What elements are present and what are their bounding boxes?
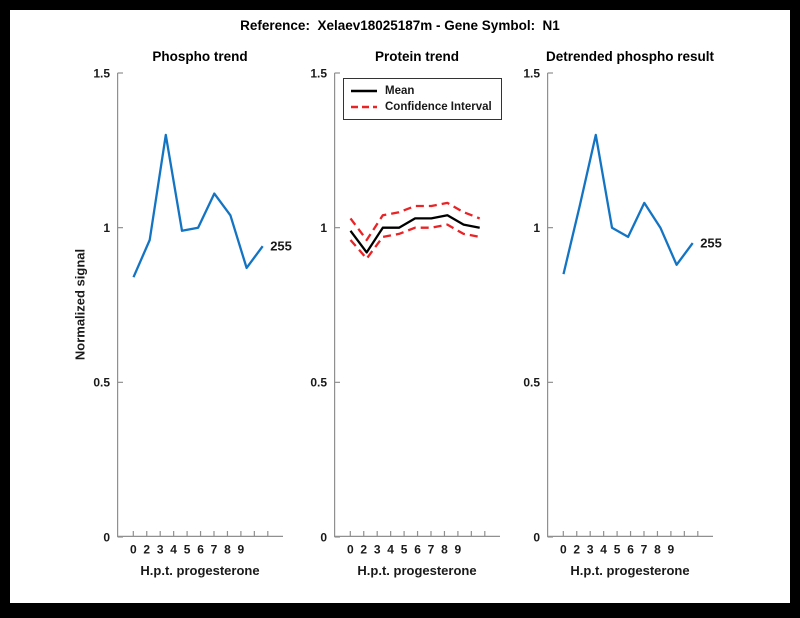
x-tick-label: 5 — [184, 543, 191, 557]
x-tick-label: 3 — [587, 543, 594, 557]
subplot-detrended-phospho: Detrended phospho result 0 0.5 1 1.5 0 2 3 4 5 6 7… — [523, 49, 722, 578]
x-tick-label: 2 — [573, 543, 580, 557]
legend-item-confidence-interval: Confidence Interval — [351, 99, 492, 115]
y-tick-label: 1 — [533, 221, 540, 235]
x-tick-label: 8 — [441, 543, 448, 557]
figure-area: Reference: Xelaev18025187m - Gene Symbol… — [10, 10, 790, 603]
y-tick-label: 0.5 — [523, 376, 540, 390]
y-tick-label: 0.5 — [310, 376, 327, 390]
legend: Mean Confidence Interval — [343, 78, 502, 120]
legend-line-dashed — [351, 105, 377, 109]
axis-line — [117, 73, 283, 537]
end-label-annotation: 255 — [270, 239, 292, 254]
x-tick-label: 4 — [170, 543, 177, 557]
y-tick-label: 0 — [320, 530, 327, 544]
end-label-annotation: 255 — [700, 236, 722, 251]
data-line-confidence-interval-lower — [349, 223, 480, 260]
legend-line-solid — [351, 89, 377, 93]
x-tick-label: 7 — [211, 543, 218, 557]
y-tick-label: 1.5 — [523, 66, 540, 80]
data-line-mean — [349, 214, 480, 254]
x-tick-label: 0 — [347, 543, 354, 557]
y-tick-label: 1 — [103, 221, 110, 235]
x-tick-label: 2 — [360, 543, 367, 557]
axis-line — [547, 73, 713, 537]
x-tick-label: 9 — [238, 543, 245, 557]
subplot-protein-trend: Protein trend 0 0.5 1 1.5 0 2 3 4 5 6 7 8 9 Mean Con… — [310, 49, 502, 578]
x-tick-label: 6 — [414, 543, 421, 557]
y-tick-label: 1 — [320, 221, 327, 235]
legend-item-mean: Mean — [351, 83, 492, 99]
x-tick-label: 4 — [387, 543, 394, 557]
x-tick-label: 8 — [224, 543, 231, 557]
y-axis-label: Normalized signal — [72, 248, 88, 361]
legend-label: Mean — [385, 85, 415, 97]
axis-line — [334, 73, 500, 537]
data-line-detrended-phospho-signal — [562, 133, 694, 275]
x-tick-label: 5 — [614, 543, 621, 557]
plot-title: Phospho trend — [152, 49, 248, 64]
x-tick-label: 7 — [641, 543, 648, 557]
y-tick-label: 0 — [103, 530, 110, 544]
y-tick-label: 1.5 — [310, 66, 327, 80]
x-tick-label: 3 — [157, 543, 164, 557]
x-tick-label: 4 — [600, 543, 607, 557]
data-line-phospho-signal — [132, 133, 264, 278]
x-tick-label: 9 — [455, 543, 462, 557]
x-axis-label: H.p.t. progesterone — [570, 563, 690, 578]
x-tick-label: 2 — [143, 543, 150, 557]
legend-label: Confidence Interval — [385, 101, 492, 113]
x-tick-label: 0 — [130, 543, 137, 557]
plot-title: Protein trend — [374, 49, 460, 64]
x-tick-label: 5 — [401, 543, 408, 557]
y-tick-label: 1.5 — [93, 66, 110, 80]
subplot-phospho-trend: Phospho trend 0 0.5 1 1.5 0 2 3 4 5 6 7 8 9 255 H.p.t… — [93, 49, 292, 578]
y-tick-label: 0.5 — [93, 376, 110, 390]
x-tick-label: 3 — [374, 543, 381, 557]
y-tick-label: 0 — [533, 530, 540, 544]
x-axis-label: H.p.t. progesterone — [140, 563, 260, 578]
x-axis-label: H.p.t. progesterone — [357, 563, 477, 578]
protein-trend-chart: 00.511.50 2 3 4 5 6 7 8 9 — [310, 66, 500, 557]
x-tick-label: 0 — [560, 543, 567, 557]
x-tick-label: 6 — [197, 543, 204, 557]
figure-title: Reference: Xelaev18025187m - Gene Symbol… — [240, 18, 560, 33]
data-line-confidence-interval-upper — [349, 201, 481, 242]
x-tick-label: 7 — [428, 543, 435, 557]
x-tick-label: 6 — [627, 543, 634, 557]
x-tick-label: 9 — [668, 543, 675, 557]
plot-title: Detrended phospho result — [545, 49, 715, 64]
x-tick-label: 8 — [654, 543, 661, 557]
